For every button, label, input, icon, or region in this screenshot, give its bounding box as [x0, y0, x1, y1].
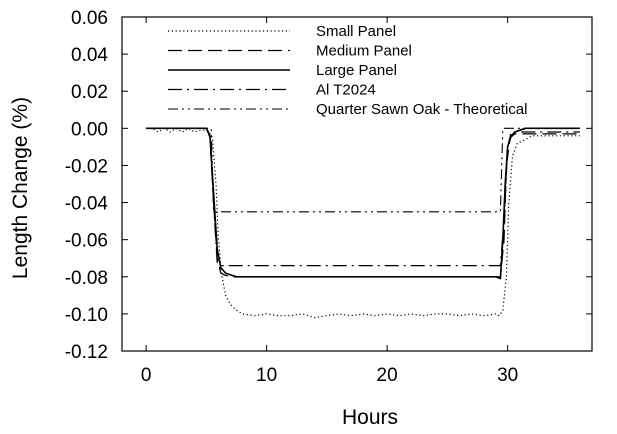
legend-label: Quarter Sawn Oak - Theoretical — [316, 101, 527, 118]
x-tick-label: 10 — [256, 365, 277, 386]
x-axis-title: Hours — [342, 406, 398, 429]
legend: Small Panel Medium Panel Large Panel Al T20… — [168, 23, 527, 118]
y-tick-label: -0.06 — [65, 231, 108, 252]
y-axis-title: Length Change (%) — [9, 97, 32, 279]
series-line-quarter-sawn-oak-theoretical — [146, 127, 580, 213]
y-tick-label: -0.02 — [65, 156, 108, 177]
x-tick-label: 30 — [497, 365, 518, 386]
legend-label: Medium Panel — [316, 43, 412, 60]
y-tick-label: 0.02 — [71, 82, 108, 103]
legend-label: Large Panel — [316, 62, 397, 79]
legend-label: Small Panel — [316, 23, 396, 40]
y-tick-label: -0.08 — [65, 268, 108, 289]
y-tick-label: 0.06 — [71, 8, 108, 29]
y-tick-label: 0.00 — [71, 119, 108, 140]
series-line-al-t2024 — [146, 127, 580, 267]
plot-frame — [121, 16, 593, 352]
x-tick-label: 0 — [141, 365, 152, 386]
y-tick-label: -0.04 — [65, 194, 109, 215]
y-tick-label: 0.04 — [71, 45, 108, 66]
axes: 0.06 0.04 0.02 0.00 -0.02 -0.04 -0.06 -0.08 -0.1… — [65, 8, 592, 386]
series-line-large-panel — [146, 127, 580, 280]
series-group — [146, 127, 580, 319]
legend-label: Al T2024 — [316, 82, 376, 99]
x-tick-label: 20 — [377, 365, 398, 386]
y-tick-label: -0.12 — [65, 342, 108, 363]
y-tick-label: -0.10 — [65, 305, 108, 326]
